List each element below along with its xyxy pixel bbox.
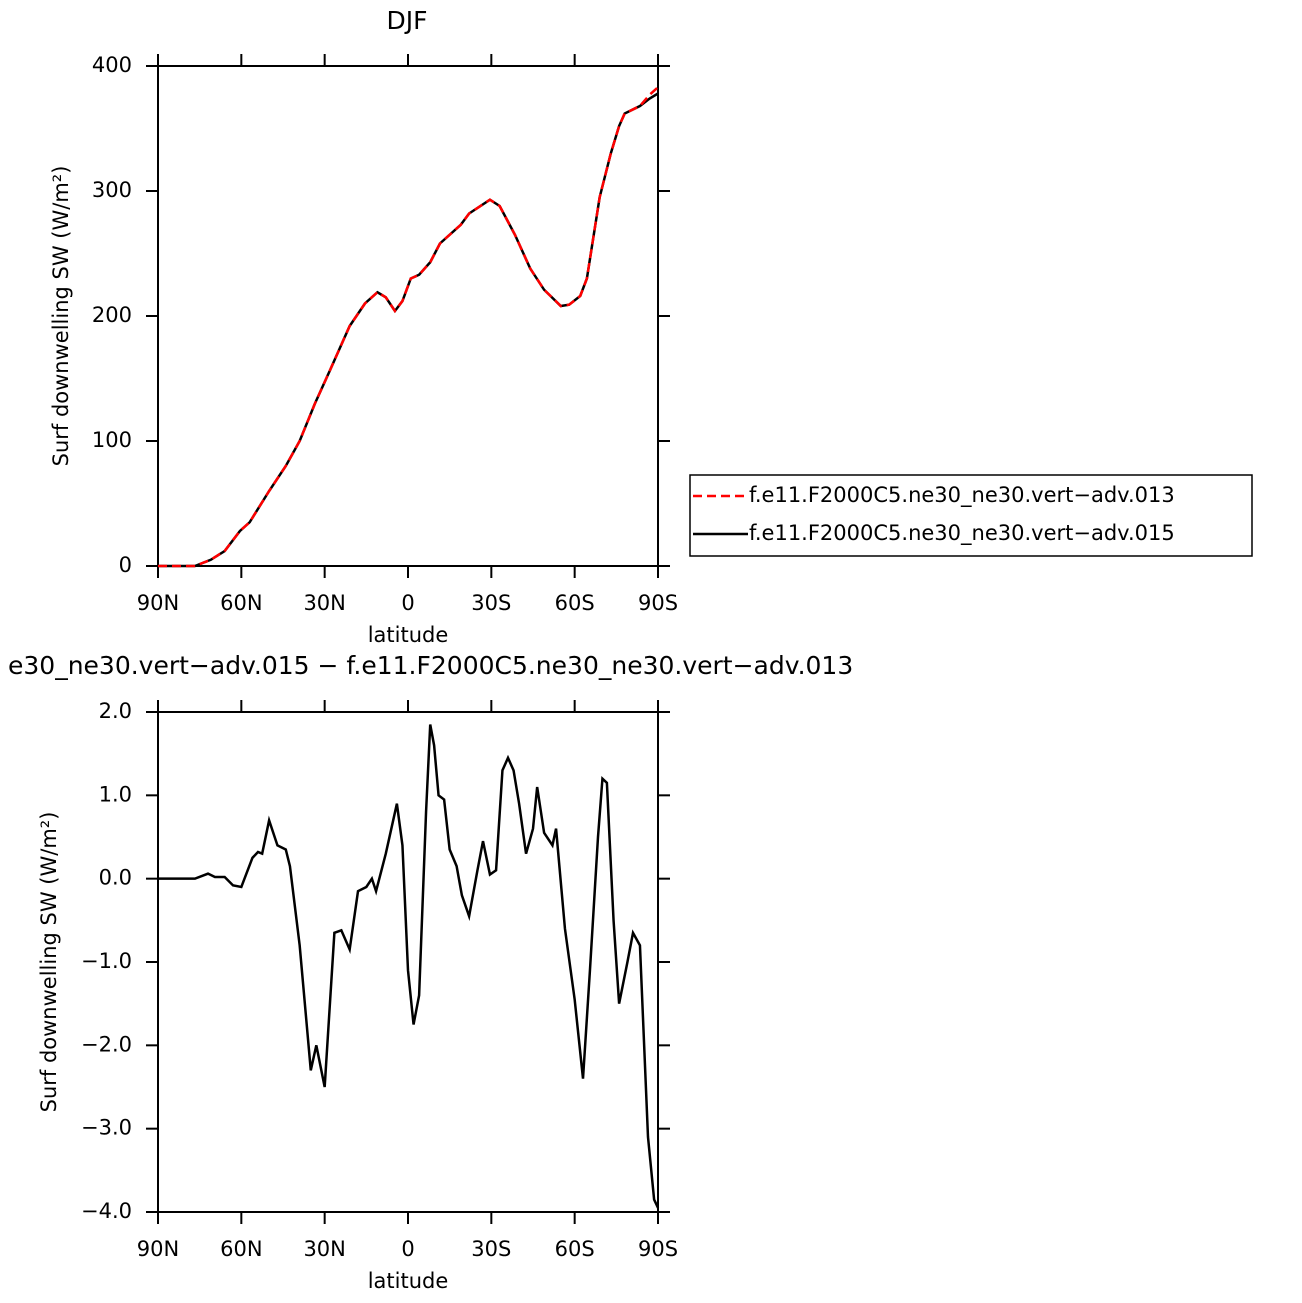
x-tick-label: 0 (401, 1237, 414, 1261)
y-tick-label: −1.0 (81, 949, 132, 973)
x-axis-label: latitude (368, 623, 449, 647)
x-tick-label: 90N (137, 1237, 179, 1261)
y-tick-label: −3.0 (81, 1116, 132, 1140)
x-tick-label: 30N (303, 1237, 345, 1261)
x-tick-label: 90S (638, 591, 678, 615)
chart-title: DJF (386, 6, 427, 35)
legend-label: f.e11.F2000C5.ne30_ne30.vert−adv.013 (749, 483, 1175, 508)
x-axis-label: latitude (368, 1269, 449, 1293)
legend-box (689, 474, 1253, 557)
data-line (158, 86, 659, 568)
y-tick-label: 0 (119, 553, 132, 577)
y-tick-label: 2.0 (99, 699, 132, 723)
x-tick-label: 0 (401, 591, 414, 615)
y-tick-label: 0.0 (99, 866, 132, 890)
y-tick-label: −4.0 (81, 1199, 132, 1223)
y-tick-label: 300 (92, 178, 132, 202)
y-tick-label: 200 (92, 303, 132, 327)
x-tick-label: 30S (471, 591, 511, 615)
x-tick-label: 60N (220, 591, 262, 615)
y-tick-label: 400 (92, 53, 132, 77)
x-tick-label: 60N (220, 1237, 262, 1261)
x-tick-label: 30S (471, 1237, 511, 1261)
data-line (158, 92, 659, 568)
legend-label: f.e11.F2000C5.ne30_ne30.vert−adv.015 (749, 521, 1175, 546)
chart-title: e30_ne30.vert−adv.015 − f.e11.F2000C5.ne… (8, 651, 853, 680)
y-tick-label: −2.0 (81, 1032, 132, 1056)
y-axis-label: Surf downwelling SW (W/m²) (49, 166, 73, 467)
data-line (158, 724, 660, 1209)
y-tick-label: 100 (92, 428, 132, 452)
x-tick-label: 60S (555, 1237, 595, 1261)
x-tick-label: 60S (555, 591, 595, 615)
x-tick-label: 30N (303, 591, 345, 615)
y-tick-label: 1.0 (99, 782, 132, 806)
plot-frame (157, 65, 659, 567)
x-tick-label: 90S (638, 1237, 678, 1261)
x-tick-label: 90N (137, 591, 179, 615)
y-axis-label: Surf downwelling SW (W/m²) (37, 812, 61, 1113)
